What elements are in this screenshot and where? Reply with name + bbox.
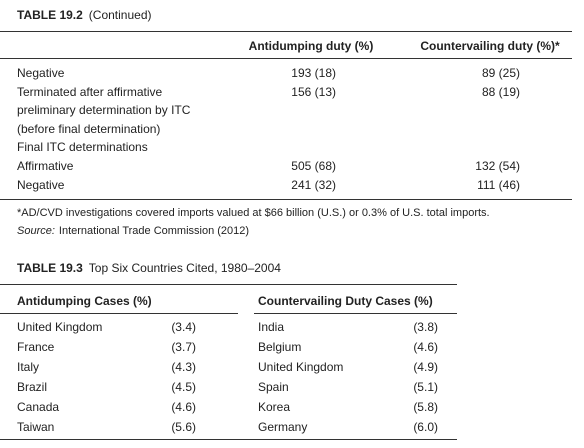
- cell-value: 241 (32): [291, 177, 336, 192]
- cell-value: 132 (54): [475, 159, 520, 173]
- rule: [0, 313, 238, 314]
- percent: (4.6): [171, 400, 196, 414]
- percent: (4.6): [413, 340, 438, 354]
- footnote: *AD/CVD investigations covered imports v…: [17, 207, 490, 219]
- row-label: (before final determination): [17, 121, 161, 136]
- row-label: Final ITC determinations: [17, 140, 148, 155]
- percent: (3.7): [171, 340, 196, 354]
- column-header: Countervailing duty (%)*: [420, 39, 560, 53]
- percent: (5.6): [171, 420, 196, 434]
- rule: [0, 284, 457, 285]
- country: United Kingdom: [258, 360, 344, 374]
- table-caption: Top Six Countries Cited, 1980–2004: [88, 261, 281, 275]
- country: Belgium: [258, 340, 302, 354]
- column-header: Countervailing Duty Cases (%): [258, 294, 433, 308]
- rule: [0, 199, 572, 200]
- cell-value: 89 (25): [481, 66, 520, 80]
- country: Italy: [17, 360, 40, 374]
- source-label: Source:: [17, 225, 55, 237]
- cell-value: 88 (19): [481, 84, 520, 99]
- percent: (4.5): [171, 380, 196, 394]
- country: Spain: [258, 380, 289, 394]
- cell-value: 111 (46): [477, 177, 520, 192]
- table-label: TABLE 19.3: [17, 261, 83, 275]
- country: United Kingdom: [17, 320, 103, 334]
- row-label: Negative: [17, 66, 65, 80]
- percent: (4.9): [413, 360, 438, 374]
- percent: (5.8): [413, 400, 438, 414]
- country: India: [258, 320, 285, 334]
- country: France: [17, 340, 55, 354]
- cell-value: 505 (68): [291, 159, 336, 173]
- table-label: TABLE 19.2: [17, 8, 83, 22]
- row-label: preliminary determination by ITC: [17, 103, 191, 118]
- country: Taiwan: [17, 420, 55, 434]
- column-header: Antidumping duty (%): [248, 39, 374, 53]
- country: Canada: [17, 400, 60, 414]
- row-label: Terminated after affirmative: [17, 84, 163, 99]
- percent: (6.0): [413, 420, 438, 434]
- percent: (3.4): [171, 320, 196, 334]
- row-label: Affirmative: [17, 159, 74, 173]
- percent: (5.1): [413, 380, 438, 394]
- country: Korea: [258, 400, 291, 414]
- country: Germany: [258, 420, 308, 434]
- source-text: International Trade Commission (2012): [58, 225, 250, 237]
- rule: [0, 31, 572, 32]
- table-caption: (Continued): [88, 8, 152, 22]
- percent: (4.3): [171, 360, 196, 374]
- percent: (3.8): [413, 320, 438, 334]
- rule: [0, 439, 457, 440]
- rule: [254, 313, 457, 314]
- country: Brazil: [17, 380, 48, 394]
- cell-value: 156 (13): [291, 84, 336, 99]
- rule: [0, 58, 572, 59]
- cell-value: 193 (18): [291, 66, 336, 80]
- column-header: Antidumping Cases (%): [17, 294, 152, 308]
- row-label: Negative: [17, 177, 65, 192]
